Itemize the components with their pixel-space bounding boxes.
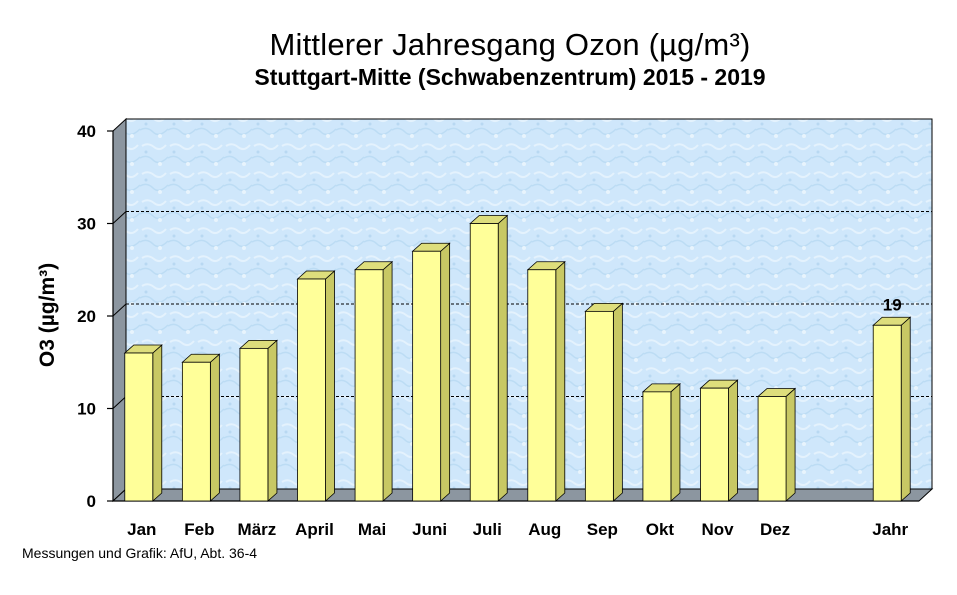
bar-side: [382, 260, 393, 502]
chart-title: Mittlerer Jahresgang Ozon (µg/m³): [269, 27, 751, 62]
x-tick-label: Juni: [412, 520, 447, 539]
bar-side: [670, 382, 681, 502]
bar: [526, 260, 566, 502]
gridline-depth: [112, 211, 127, 224]
x-tick-label: Sep: [587, 520, 618, 539]
bar-side: [267, 339, 278, 502]
bar-side: [728, 379, 738, 502]
bar-front: [354, 269, 384, 502]
bar: [123, 344, 163, 502]
y-tick-label: 40: [77, 122, 96, 141]
x-tick-label: Jan: [127, 520, 156, 539]
y-tick-label: 10: [77, 400, 96, 419]
bar-front: [412, 250, 442, 502]
bar: [757, 387, 797, 502]
bar-side: [900, 316, 911, 502]
bar: [354, 260, 394, 502]
bar-front: [584, 310, 614, 502]
chart-subtitle: Stuttgart-Mitte (Schwabenzentrum) 2015 -…: [254, 64, 766, 90]
x-tick-label: Okt: [646, 520, 675, 539]
bar-front: [469, 223, 499, 502]
plot-floor: [111, 488, 934, 502]
bar: [411, 242, 451, 502]
x-tick-label: Aug: [528, 520, 561, 539]
bar-front: [239, 347, 269, 502]
bar-front: [527, 269, 557, 502]
x-tick-label: Nov: [701, 520, 734, 539]
bar-front: [872, 324, 902, 502]
gridline-depth: [112, 303, 127, 317]
bar: [296, 270, 336, 502]
bar: [238, 339, 278, 502]
bar: [181, 353, 221, 502]
bar-front: [124, 352, 154, 502]
bar: [469, 214, 509, 502]
gridline-depth: [112, 396, 127, 409]
bar-side: [785, 387, 796, 502]
bar-side: [555, 260, 566, 502]
y-tick-label: 0: [87, 492, 96, 511]
bar: [872, 316, 912, 502]
bar-front: [642, 391, 672, 502]
bar-side: [612, 302, 623, 502]
x-tick-label: Jahr: [872, 520, 908, 539]
x-tick-label: Feb: [184, 520, 214, 539]
bar-side: [440, 242, 451, 502]
y-tick-label: 30: [77, 215, 96, 234]
data-label: 19: [883, 295, 902, 314]
x-tick-label: März: [238, 520, 277, 539]
x-tick-label: Mai: [358, 520, 386, 539]
bar: [641, 382, 681, 502]
y-tick-label: 20: [77, 307, 96, 326]
bar-front: [700, 387, 729, 502]
bar-side: [497, 214, 508, 502]
bar-front: [181, 361, 211, 502]
x-tick-label: Juli: [473, 520, 502, 539]
bar-side: [209, 353, 220, 502]
bar-side: [325, 270, 335, 502]
bar: [584, 302, 624, 502]
x-tick-label: Dez: [760, 520, 790, 539]
bar-front: [757, 396, 787, 502]
bar-side: [152, 344, 163, 502]
source-footnote: Messungen und Grafik: AfU, Abt. 36-4: [22, 545, 258, 561]
bar-front: [297, 278, 326, 502]
x-tick-label: April: [295, 520, 334, 539]
bar: [699, 379, 739, 502]
